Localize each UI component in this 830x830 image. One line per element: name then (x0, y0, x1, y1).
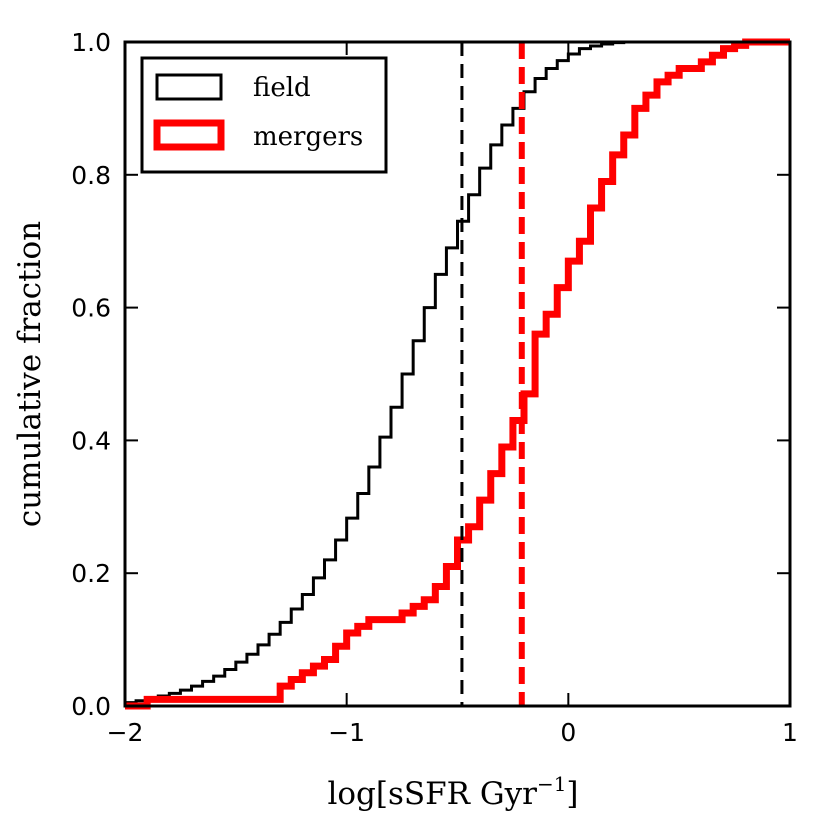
legend-swatch-field (155, 73, 223, 101)
series-field-step-line (123, 40, 790, 706)
axis-tick-labels: −2 −1 0 1 0.0 0.2 0.4 0.6 0.8 1.0 (71, 28, 798, 747)
x-tick-label: 1 (782, 718, 798, 747)
x-axis-title: log[sSFR Gyr−1] (327, 772, 578, 812)
y-tick-label: 0.6 (71, 294, 111, 323)
axis-ticks (124, 41, 791, 707)
legend-box (140, 56, 388, 174)
y-tick-label: 0.2 (71, 559, 111, 588)
y-axis-title: cumulative fraction (12, 221, 48, 527)
y-tick-label: 0.8 (71, 161, 111, 190)
legend-swatch-mergers (153, 119, 225, 151)
x-tick-label: 0 (560, 718, 576, 747)
series-mergers-step-line (125, 38, 790, 710)
x-tick-label: −1 (328, 718, 365, 747)
legend-label-mergers: mergers (253, 122, 363, 152)
y-tick-label: 1.0 (71, 28, 111, 57)
y-tick-label: 0.4 (71, 426, 111, 455)
legend: field mergers (140, 56, 388, 174)
x-axis-title-sup: −1 (537, 772, 566, 796)
x-axis-title-main: log[sSFR Gyr (327, 776, 537, 812)
y-tick-label: 0.0 (71, 692, 111, 721)
x-tick-label: −2 (107, 718, 144, 747)
x-axis-title-close: ] (566, 776, 578, 812)
plot-frame (123, 40, 792, 708)
legend-label-field: field (253, 73, 311, 103)
plot-area (123, 38, 790, 710)
